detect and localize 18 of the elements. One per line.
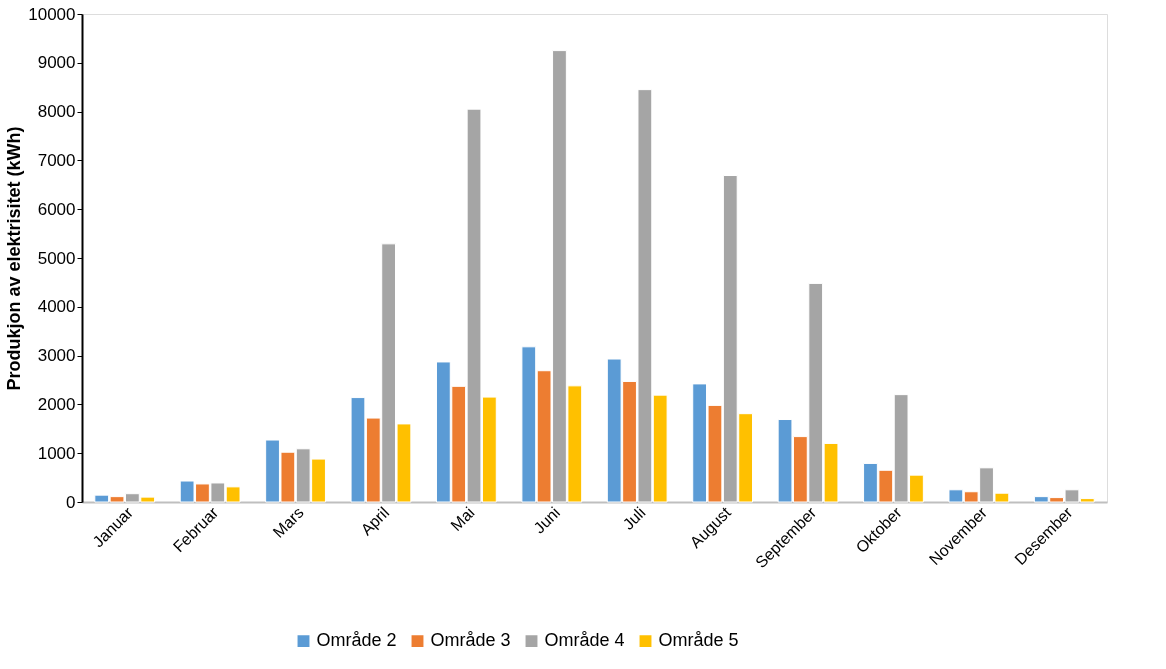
y-tick-label: 5000 [37,248,76,268]
legend-label: Område 5 [658,630,739,651]
y-tick-label: 0 [66,492,76,512]
y-tick-label: 2000 [37,394,76,414]
y-tick-label: 1000 [37,443,76,463]
y-tick-label: 6000 [37,199,76,219]
y-tick-label: 9000 [37,53,76,73]
x-tick-label: Juli [619,503,649,533]
y-axis-title: Produkjon av elektrisitet (kWh) [4,126,25,391]
y-tick-label: 10000 [28,4,76,24]
x-tick-label: Mai [447,503,478,535]
legend-label: Område 2 [316,630,397,651]
y-tick-label: 8000 [37,102,76,122]
legend-label: Område 4 [544,630,625,651]
y-tick-label: 4000 [37,297,76,317]
y-tick-label: 7000 [37,150,76,170]
legend-label: Område 3 [430,630,511,651]
y-tick-label: 3000 [37,346,76,366]
